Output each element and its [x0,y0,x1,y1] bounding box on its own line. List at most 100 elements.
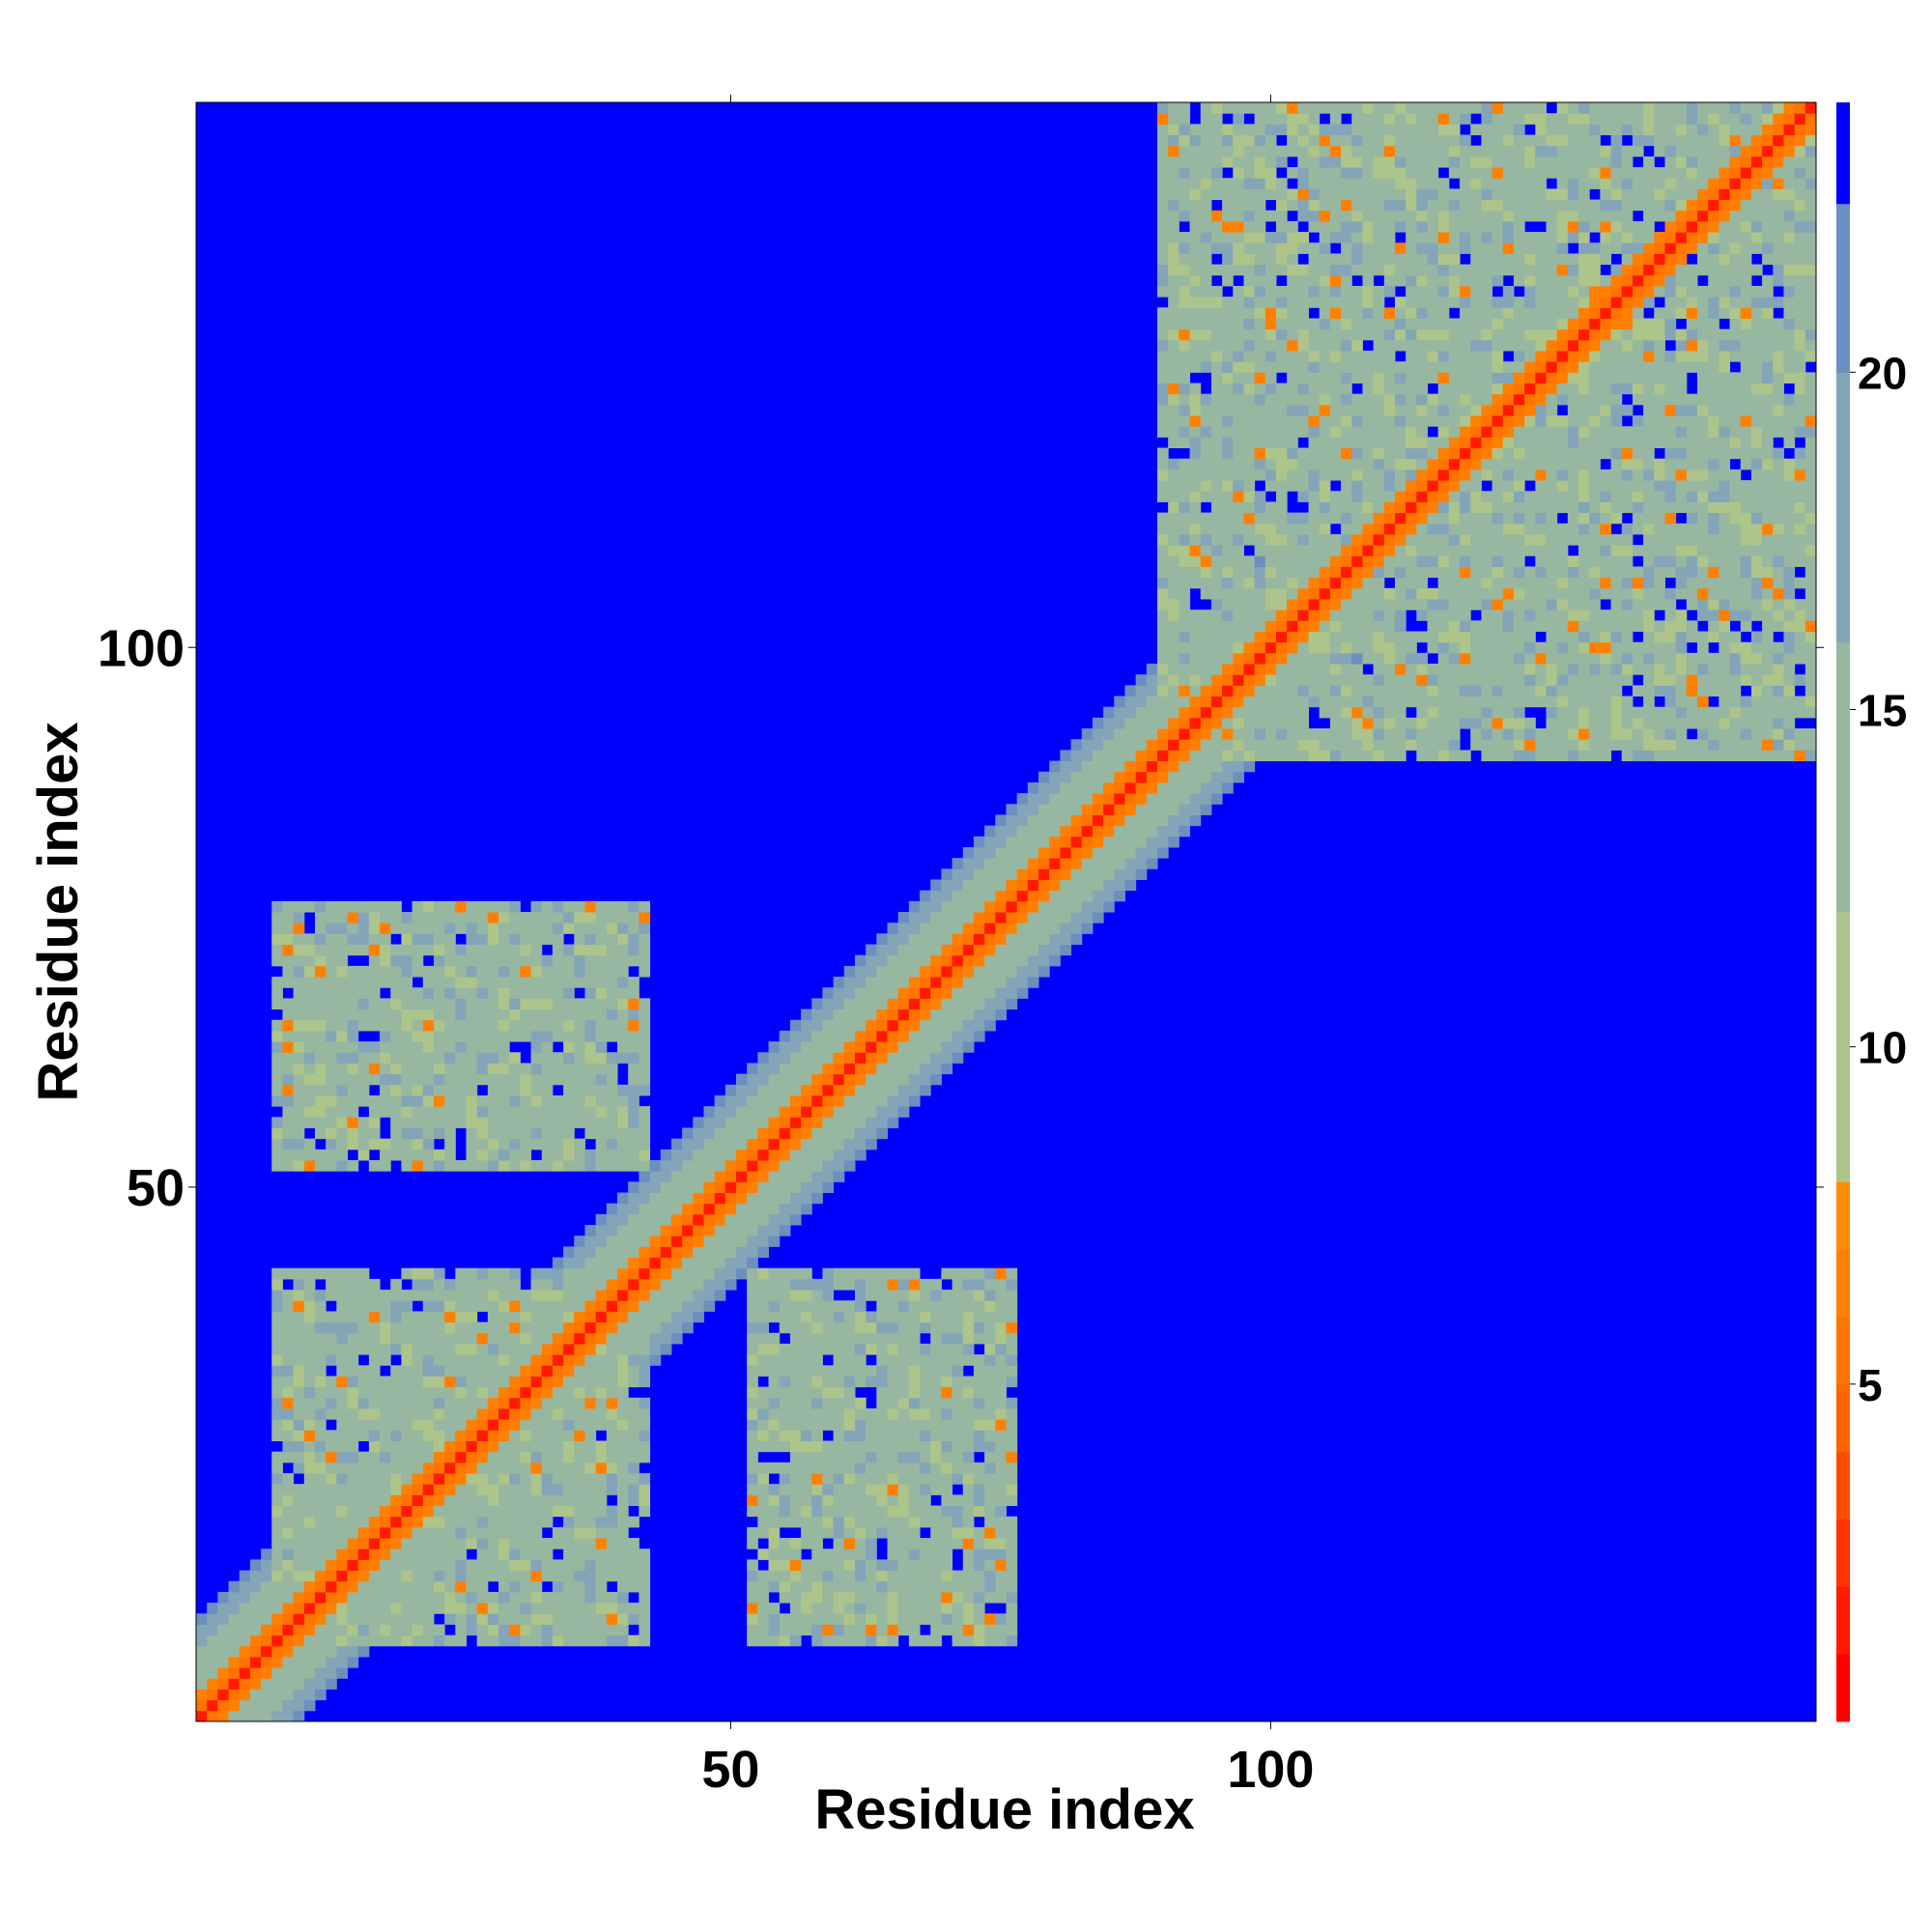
heatmap-cell [628,1484,639,1495]
heatmap-cell [1157,134,1169,147]
heatmap-cell [1233,437,1244,449]
heatmap-cell [930,1300,942,1312]
heatmap-cell [1060,793,1072,805]
heatmap-cell [649,1278,662,1291]
heatmap-cell [303,1030,316,1042]
heatmap-cell [617,1570,629,1582]
heatmap-cell [1329,372,1342,384]
heatmap-cell [1189,696,1202,708]
heatmap-cell [196,1710,208,1722]
heatmap-cell [930,965,942,978]
heatmap-cell [530,1430,543,1441]
heatmap-cell [293,1052,305,1064]
heatmap-cell [595,1386,608,1399]
heatmap-cell [854,954,867,967]
heatmap-cell [1210,167,1223,179]
heatmap-cell [920,1354,931,1366]
heatmap-cell [822,1267,835,1280]
heatmap-cell [368,1063,381,1075]
heatmap-cell [1243,393,1256,406]
heatmap-cell [995,858,1007,869]
heatmap-cell [433,1278,445,1291]
heatmap-cell [1189,447,1202,460]
heatmap-cell [1189,804,1202,815]
heatmap-cell [282,1667,295,1679]
heatmap-cell [584,1505,597,1518]
heatmap-cell [326,965,337,978]
heatmap-cell [293,1159,305,1172]
heatmap-cell [314,1526,327,1539]
heatmap-cell [347,1290,359,1301]
heatmap-cell [530,1376,543,1388]
heatmap-cell [1297,706,1310,719]
heatmap-cell [476,954,489,967]
heatmap-cell [1329,167,1342,179]
heatmap-cell [866,977,877,988]
heatmap-cell [530,1267,543,1280]
heatmap-cell [509,987,521,999]
heatmap-cell [887,965,899,978]
heatmap-cell [1276,706,1288,719]
heatmap-cell [876,1570,889,1582]
heatmap-cell [854,1397,867,1409]
heatmap-cell [768,1376,781,1388]
heatmap-cell [271,1397,283,1409]
heatmap-cell [693,1257,704,1269]
heatmap-cell [876,1580,889,1593]
heatmap-cell [412,933,424,946]
heatmap-cell [1233,426,1244,438]
heatmap-cell [368,1462,381,1474]
heatmap-cell [757,1203,770,1215]
heatmap-cell [347,1591,359,1604]
heatmap-cell [433,1440,445,1453]
heatmap-cell [779,1117,791,1128]
heatmap-cell [887,1041,899,1053]
heatmap-cell [747,1311,758,1323]
heatmap-cell [714,1225,726,1236]
heatmap-cell [455,1009,467,1021]
heatmap-cell [357,1624,370,1636]
heatmap-cell [995,1634,1007,1647]
heatmap-cell [520,1019,532,1032]
heatmap-cell [509,1127,521,1140]
heatmap-cell [768,1570,781,1582]
heatmap-cell [887,1397,899,1409]
heatmap-cell [984,825,996,838]
heatmap-cell [509,1009,521,1021]
heatmap-cell [444,1407,456,1420]
heatmap-cell [1210,242,1223,254]
heatmap-cell [1308,167,1321,179]
heatmap-cell [736,1117,748,1128]
heatmap-cell [487,1386,499,1399]
heatmap-cell [876,1030,889,1042]
heatmap-cell [1276,253,1288,266]
heatmap-cell [1179,113,1191,125]
heatmap-cell [984,998,996,1010]
heatmap-cell [401,1462,413,1474]
heatmap-cell [1189,415,1202,427]
heatmap-cell [336,954,349,967]
heatmap-cell [606,944,618,956]
heatmap-cell [314,1311,327,1323]
heatmap-cell [541,965,554,978]
heatmap-cell [984,1430,996,1441]
heatmap-cell [843,1030,856,1042]
heatmap-cell [789,1117,802,1128]
heatmap-cell [876,1526,889,1539]
heatmap-cell [466,1073,478,1086]
heatmap-cell [249,1624,262,1636]
heatmap-cell [314,933,327,946]
heatmap-cell [833,1386,845,1399]
heatmap-cell [606,1149,618,1161]
heatmap-cell [336,1106,349,1118]
heatmap-cell [801,1624,812,1636]
heatmap-cell [1308,188,1321,201]
heatmap-cell [854,1138,867,1151]
heatmap-cell [973,1613,985,1625]
heatmap-cell [995,1462,1007,1474]
heatmap-cell [962,1343,975,1355]
heatmap-cell [1210,706,1223,719]
heatmap-cell [617,1407,629,1420]
heatmap-cell [1114,717,1125,729]
heatmap-cell [563,1538,575,1549]
